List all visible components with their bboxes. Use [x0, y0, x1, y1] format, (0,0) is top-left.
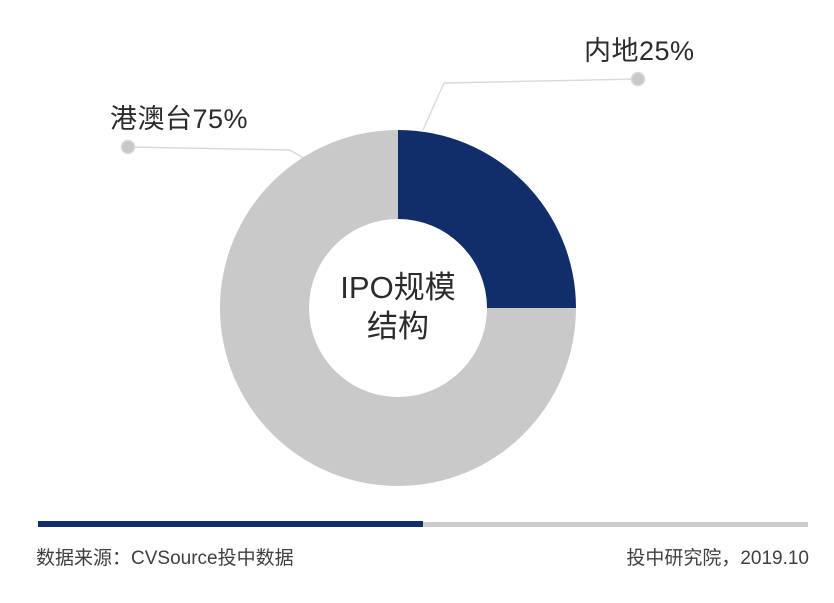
donut-center-title-line2: 结构	[367, 309, 429, 344]
donut-center-title-line1: IPO规模	[340, 270, 456, 305]
pie-slice-1	[220, 130, 576, 486]
callout-dot-hmt	[120, 139, 136, 155]
pie-slice-0	[398, 130, 576, 308]
data-source-text: 数据来源：CVSource投中数据	[36, 548, 294, 569]
leader-line-mainland	[422, 78, 639, 131]
donut-slices	[220, 130, 576, 486]
attribution-text: 投中研究院，2019.10	[626, 548, 809, 569]
footer-divider-navy	[38, 521, 423, 527]
callout-dot-mainland	[630, 71, 646, 87]
footer-divider-gray	[423, 522, 808, 527]
leader-line-hmt	[127, 146, 306, 160]
donut-center-title: IPO规模 结构	[288, 268, 508, 346]
slice-label-hmt: 港澳台75%	[110, 104, 249, 134]
slice-label-mainland: 内地25%	[584, 36, 695, 66]
